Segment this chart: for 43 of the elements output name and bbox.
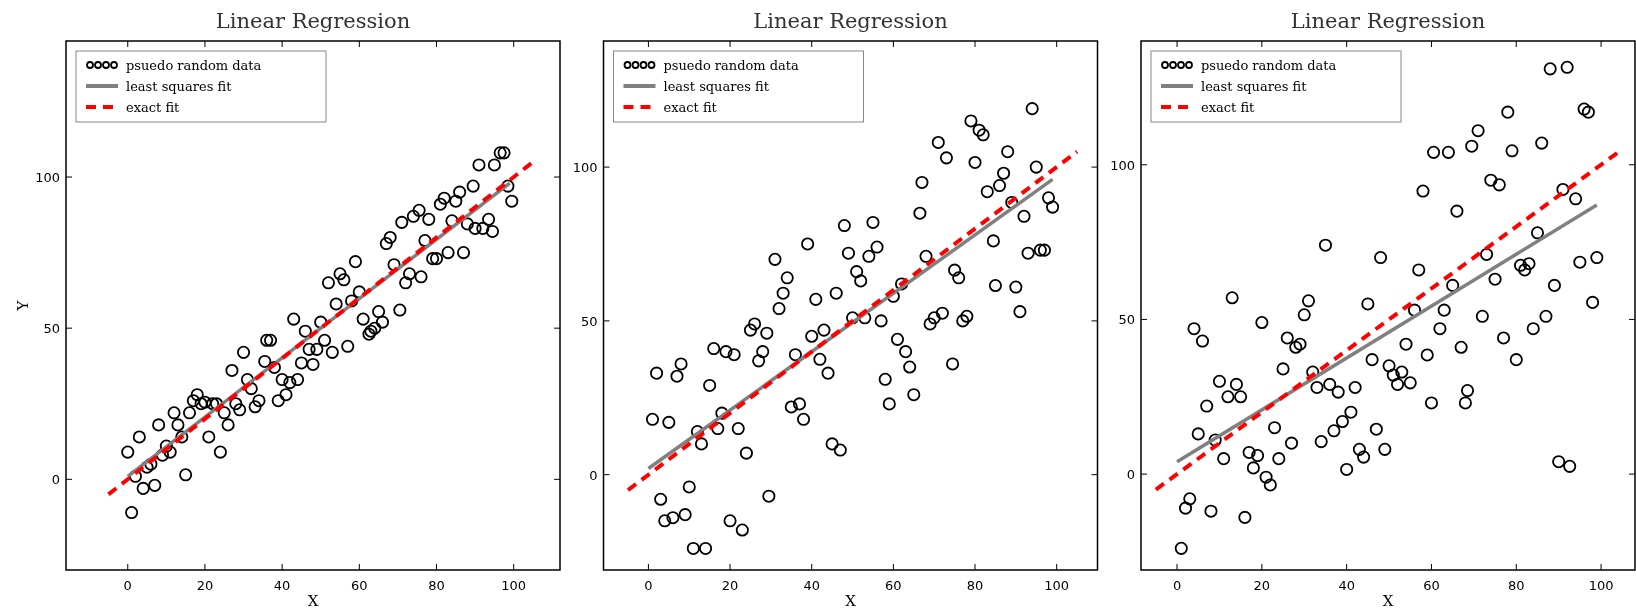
y-tick-label: 50 — [580, 313, 598, 329]
legend-label: exact fit — [663, 100, 718, 115]
legend-label: exact fit — [1201, 100, 1256, 115]
x-tick-label: 20 — [196, 578, 214, 593]
x-tick-label: 100 — [1588, 578, 1614, 593]
y-tick-label: 100 — [572, 160, 598, 176]
legend-label: least squares fit — [663, 79, 770, 94]
x-tick-label: 20 — [1253, 578, 1271, 593]
x-tick-label: 60 — [885, 578, 902, 593]
chart-title: Linear Regression — [753, 9, 948, 33]
x-tick-label: 0 — [1172, 578, 1182, 593]
x-tick-label: 100 — [501, 578, 527, 593]
y-axis-title: Y — [14, 299, 32, 312]
x-tick-label: 60 — [1423, 578, 1440, 593]
legend-label: psuedo random data — [126, 58, 262, 73]
y-tick-label: 50 — [1118, 312, 1135, 328]
x-axis-title: X — [1382, 592, 1394, 610]
y-tick-label: 100 — [1110, 157, 1135, 173]
x-tick-label: 40 — [1338, 578, 1355, 593]
x-tick-label: 80 — [428, 578, 445, 593]
x-tick-label: 80 — [966, 578, 984, 593]
x-tick-label: 0 — [644, 578, 653, 593]
y-tick-label: 50 — [43, 321, 60, 337]
y-tick-label: 0 — [589, 467, 598, 483]
x-tick-label: 20 — [721, 578, 739, 593]
x-tick-label: 40 — [803, 578, 820, 593]
legend-label: psuedo random data — [1201, 58, 1337, 73]
legend-label: exact fit — [126, 100, 181, 115]
y-tick-label: 0 — [51, 472, 60, 488]
legend-label: least squares fit — [126, 79, 233, 94]
chart-title: Linear Regression — [215, 9, 411, 33]
y-tick-label: 0 — [1126, 467, 1135, 483]
legend-label: least squares fit — [1201, 79, 1308, 94]
x-tick-label: 0 — [123, 578, 132, 593]
x-axis-title: X — [307, 592, 319, 610]
x-tick-label: 100 — [1044, 578, 1070, 593]
legend-label: psuedo random data — [663, 58, 800, 73]
chart-title: Linear Regression — [1290, 9, 1486, 33]
y-tick-label: 100 — [35, 170, 60, 186]
x-axis-title: X — [845, 592, 857, 610]
x-tick-label: 40 — [273, 578, 291, 593]
x-tick-label: 60 — [351, 578, 368, 593]
x-tick-label: 80 — [1508, 578, 1525, 593]
